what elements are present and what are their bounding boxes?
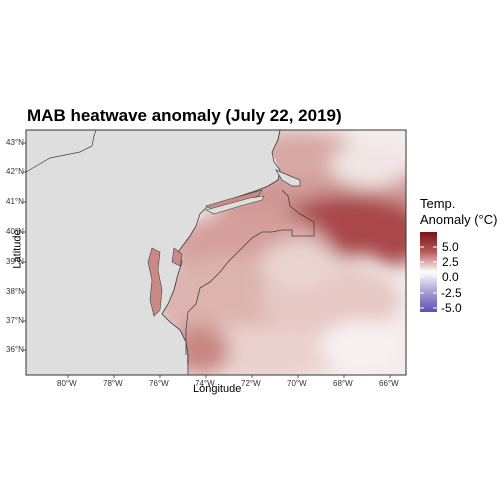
legend-title: Temp. Anomaly (°C) [420, 196, 497, 228]
panel-border [25, 129, 407, 376]
y-axis-label: Latitude [11, 229, 24, 269]
x-tick-label: 78°W [103, 379, 123, 388]
cape-cod [275, 169, 301, 187]
legend-title-line1: Temp. [420, 196, 456, 211]
delaware-bay [171, 247, 183, 267]
map-title: MAB heatwave anomaly (July 22, 2019) [27, 106, 342, 125]
legend-colorbar [420, 232, 437, 312]
x-tick-label: 70°W [287, 379, 307, 388]
legend-label: -2.5 [441, 286, 462, 300]
y-tick-label: 36°N [6, 345, 24, 354]
x-axis-label: Longitude [193, 383, 242, 395]
x-tick-label: 66°W [379, 379, 399, 388]
y-tick-label: 42°N [6, 167, 24, 176]
legend-label: -5.0 [441, 301, 462, 315]
y-tick-label: 38°N [6, 287, 24, 296]
y-tick-label: 39°N [6, 257, 24, 266]
x-tick-label: 80°W [57, 379, 77, 388]
x-tick-label: 72°W [241, 379, 261, 388]
x-tick-label: 76°W [149, 379, 169, 388]
legend-label: 0.0 [442, 270, 459, 284]
legend-label: 5.0 [442, 240, 459, 254]
shelf-boundary [185, 189, 315, 355]
legend-label: 2.5 [442, 255, 459, 269]
long-island [205, 195, 265, 215]
border-line [26, 130, 97, 173]
y-tick-label: 40°N [6, 227, 24, 236]
y-tick-label: 41°N [6, 197, 24, 206]
y-tick-label: 43°N [6, 138, 24, 147]
chesapeake-bay [147, 247, 163, 317]
x-tick-label: 68°W [333, 379, 353, 388]
legend-title-line2: Anomaly (°C) [420, 212, 498, 227]
y-tick-label: 37°N [6, 316, 24, 325]
x-tick-label: 74°W [195, 379, 215, 388]
